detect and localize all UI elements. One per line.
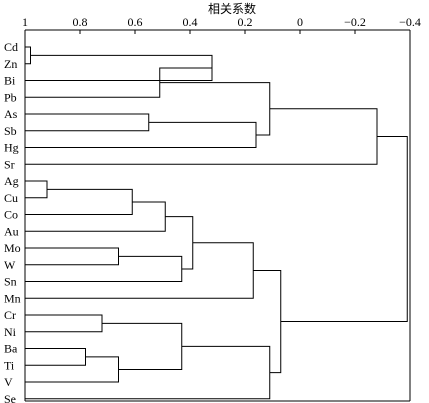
link-m17	[25, 356, 119, 383]
leaf-label: Ba	[4, 342, 18, 356]
axis-tick-label: 0.8	[73, 15, 88, 29]
leaf-label: Bi	[4, 74, 16, 88]
axis-tick-label: 0.6	[128, 15, 143, 29]
link-m13	[165, 216, 194, 270]
axis-tick-label: 1	[22, 15, 28, 29]
leaf-label: As	[4, 107, 18, 121]
leaf-label: Cu	[4, 191, 18, 205]
link-m6	[159, 82, 271, 136]
link-m20	[253, 270, 282, 374]
link-m1	[25, 46, 31, 65]
link-m9	[25, 188, 133, 215]
leaf-label: Mn	[4, 291, 21, 305]
link-m5	[25, 121, 257, 148]
link-m12	[25, 255, 183, 282]
axis-tick-label: 0	[297, 15, 303, 29]
leaf-label: Sr	[4, 157, 15, 171]
leaf-label: Mo	[4, 241, 21, 255]
link-m21	[280, 136, 408, 323]
leaf-label: Ag	[4, 174, 19, 188]
link-m14	[25, 242, 254, 299]
leaf-label: Pb	[4, 90, 17, 104]
leaf-label: Ti	[4, 358, 15, 372]
axis-tick-label: 0.2	[238, 15, 253, 29]
leaf-label: Sb	[4, 124, 17, 138]
leaf-label: V	[4, 375, 13, 389]
link-m16	[25, 348, 86, 366]
leaf-label: Hg	[4, 141, 19, 155]
leaf-label: Se	[4, 392, 16, 403]
leaf-label: Cr	[4, 308, 16, 322]
link-m18	[102, 322, 183, 370]
axis-tick-label: 0.4	[183, 15, 198, 29]
dendrogram-links	[25, 46, 408, 400]
leaf-label: W	[4, 258, 16, 272]
axis-tick-label: −0.4	[399, 15, 421, 29]
leaf-label: Ni	[4, 325, 17, 339]
link-m19	[25, 345, 271, 400]
link-m7	[25, 108, 378, 165]
link-m4	[25, 113, 150, 132]
leaf-label: Au	[4, 224, 19, 238]
axis-title: 相关系数	[208, 1, 256, 16]
axis-tick-label: −0.2	[344, 15, 366, 29]
link-m8	[25, 180, 48, 199]
link-m15	[25, 314, 103, 333]
leaf-label: Co	[4, 208, 18, 222]
leaf-label: Cd	[4, 40, 18, 54]
leaf-labels: Cd Zn Bi Pb As Sb Hg Sr Ag Cu Co Au Mo W Sn Mn Cr Ni Ba Ti V…	[4, 40, 21, 403]
leaf-label: Sn	[4, 275, 17, 289]
leaf-label: Zn	[4, 57, 17, 71]
similarity-axis: 1 0.8 0.6 0.4 0.2 0 −0.2 −0.4	[22, 15, 421, 402]
link-m11	[25, 247, 119, 266]
link-m10	[25, 201, 166, 232]
